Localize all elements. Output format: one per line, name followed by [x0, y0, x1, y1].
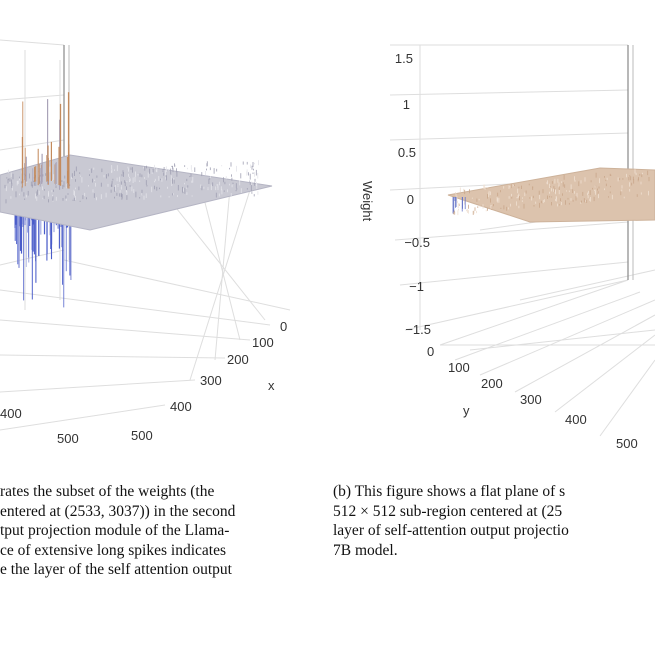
plot-a-x-tick: 300 [200, 373, 222, 388]
caption-line: 7B model. [333, 541, 398, 559]
plot-b: 1.5 1 0.5 0 −0.5 −1 −1.5 Weight 0 100 20… [360, 44, 655, 451]
plot-b-z-label: Weight [360, 181, 375, 222]
plot-b-z-tick: 1.5 [395, 51, 413, 66]
plot-a-y-tick: 400 [0, 406, 22, 421]
caption-a: rates the subset of the weights (the ent… [0, 482, 324, 580]
plot-b-y-label: y [463, 403, 470, 418]
plot-a-x-tick: 400 [170, 399, 192, 414]
plot-a-x-label: x [268, 378, 275, 393]
plot-b-y-tick: 300 [520, 392, 542, 407]
plot-a-x-tick: 200 [227, 352, 249, 367]
caption-line: rates the subset of the weights (the [0, 483, 215, 500]
caption-line: 512 × 512 sub-region centered at (25 [333, 502, 563, 520]
plot-b-z-tick: 1 [403, 97, 410, 112]
plot-a-x-tick: 100 [252, 335, 274, 350]
plot-b-z-tick: −0.5 [404, 235, 430, 250]
caption-line: layer of self-attention output projectio [333, 522, 569, 539]
plot-a-positive-spikes [21, 92, 70, 190]
caption-line: ce of extensive long spikes indicates [0, 541, 226, 559]
plot-b-z-tick: −1.5 [405, 322, 431, 337]
plot-b-surface-noise [452, 169, 650, 216]
figure-plots: 0 100 200 300 400 500 x 400 500 1.5 1 0.… [0, 39, 655, 451]
caption-line: tput projection module of the Llama- [0, 522, 230, 539]
caption-line: entered at (2533, 3037)) in the second [0, 502, 236, 520]
plot-b-z-tick: 0.5 [398, 145, 416, 160]
caption-line: (b) This figure shows a flat plane of s [333, 483, 566, 500]
plot-b-y-tick: 500 [616, 436, 638, 451]
plot-a-surface-noise [4, 160, 259, 204]
plot-a-x-tick: 500 [131, 428, 153, 443]
plot-a-y-tick: 500 [57, 431, 79, 446]
plot-a: 0 100 200 300 400 500 x 400 500 [0, 39, 291, 446]
plot-a-x-tick: 0 [280, 319, 287, 334]
caption-b: (b) This figure shows a flat plane of s … [333, 482, 655, 560]
plot-b-surface [447, 167, 655, 223]
plot-b-y-tick: 0 [427, 344, 434, 359]
plot-a-grid [0, 39, 291, 431]
plot-b-z-tick: 0 [407, 192, 414, 207]
plot-b-y-tick: 400 [565, 412, 587, 427]
plot-b-y-tick: 100 [448, 360, 470, 375]
plot-b-y-tick: 200 [481, 376, 503, 391]
caption-line: e the layer of the self attention output [0, 561, 232, 578]
plot-b-z-tick: −1 [409, 279, 424, 294]
